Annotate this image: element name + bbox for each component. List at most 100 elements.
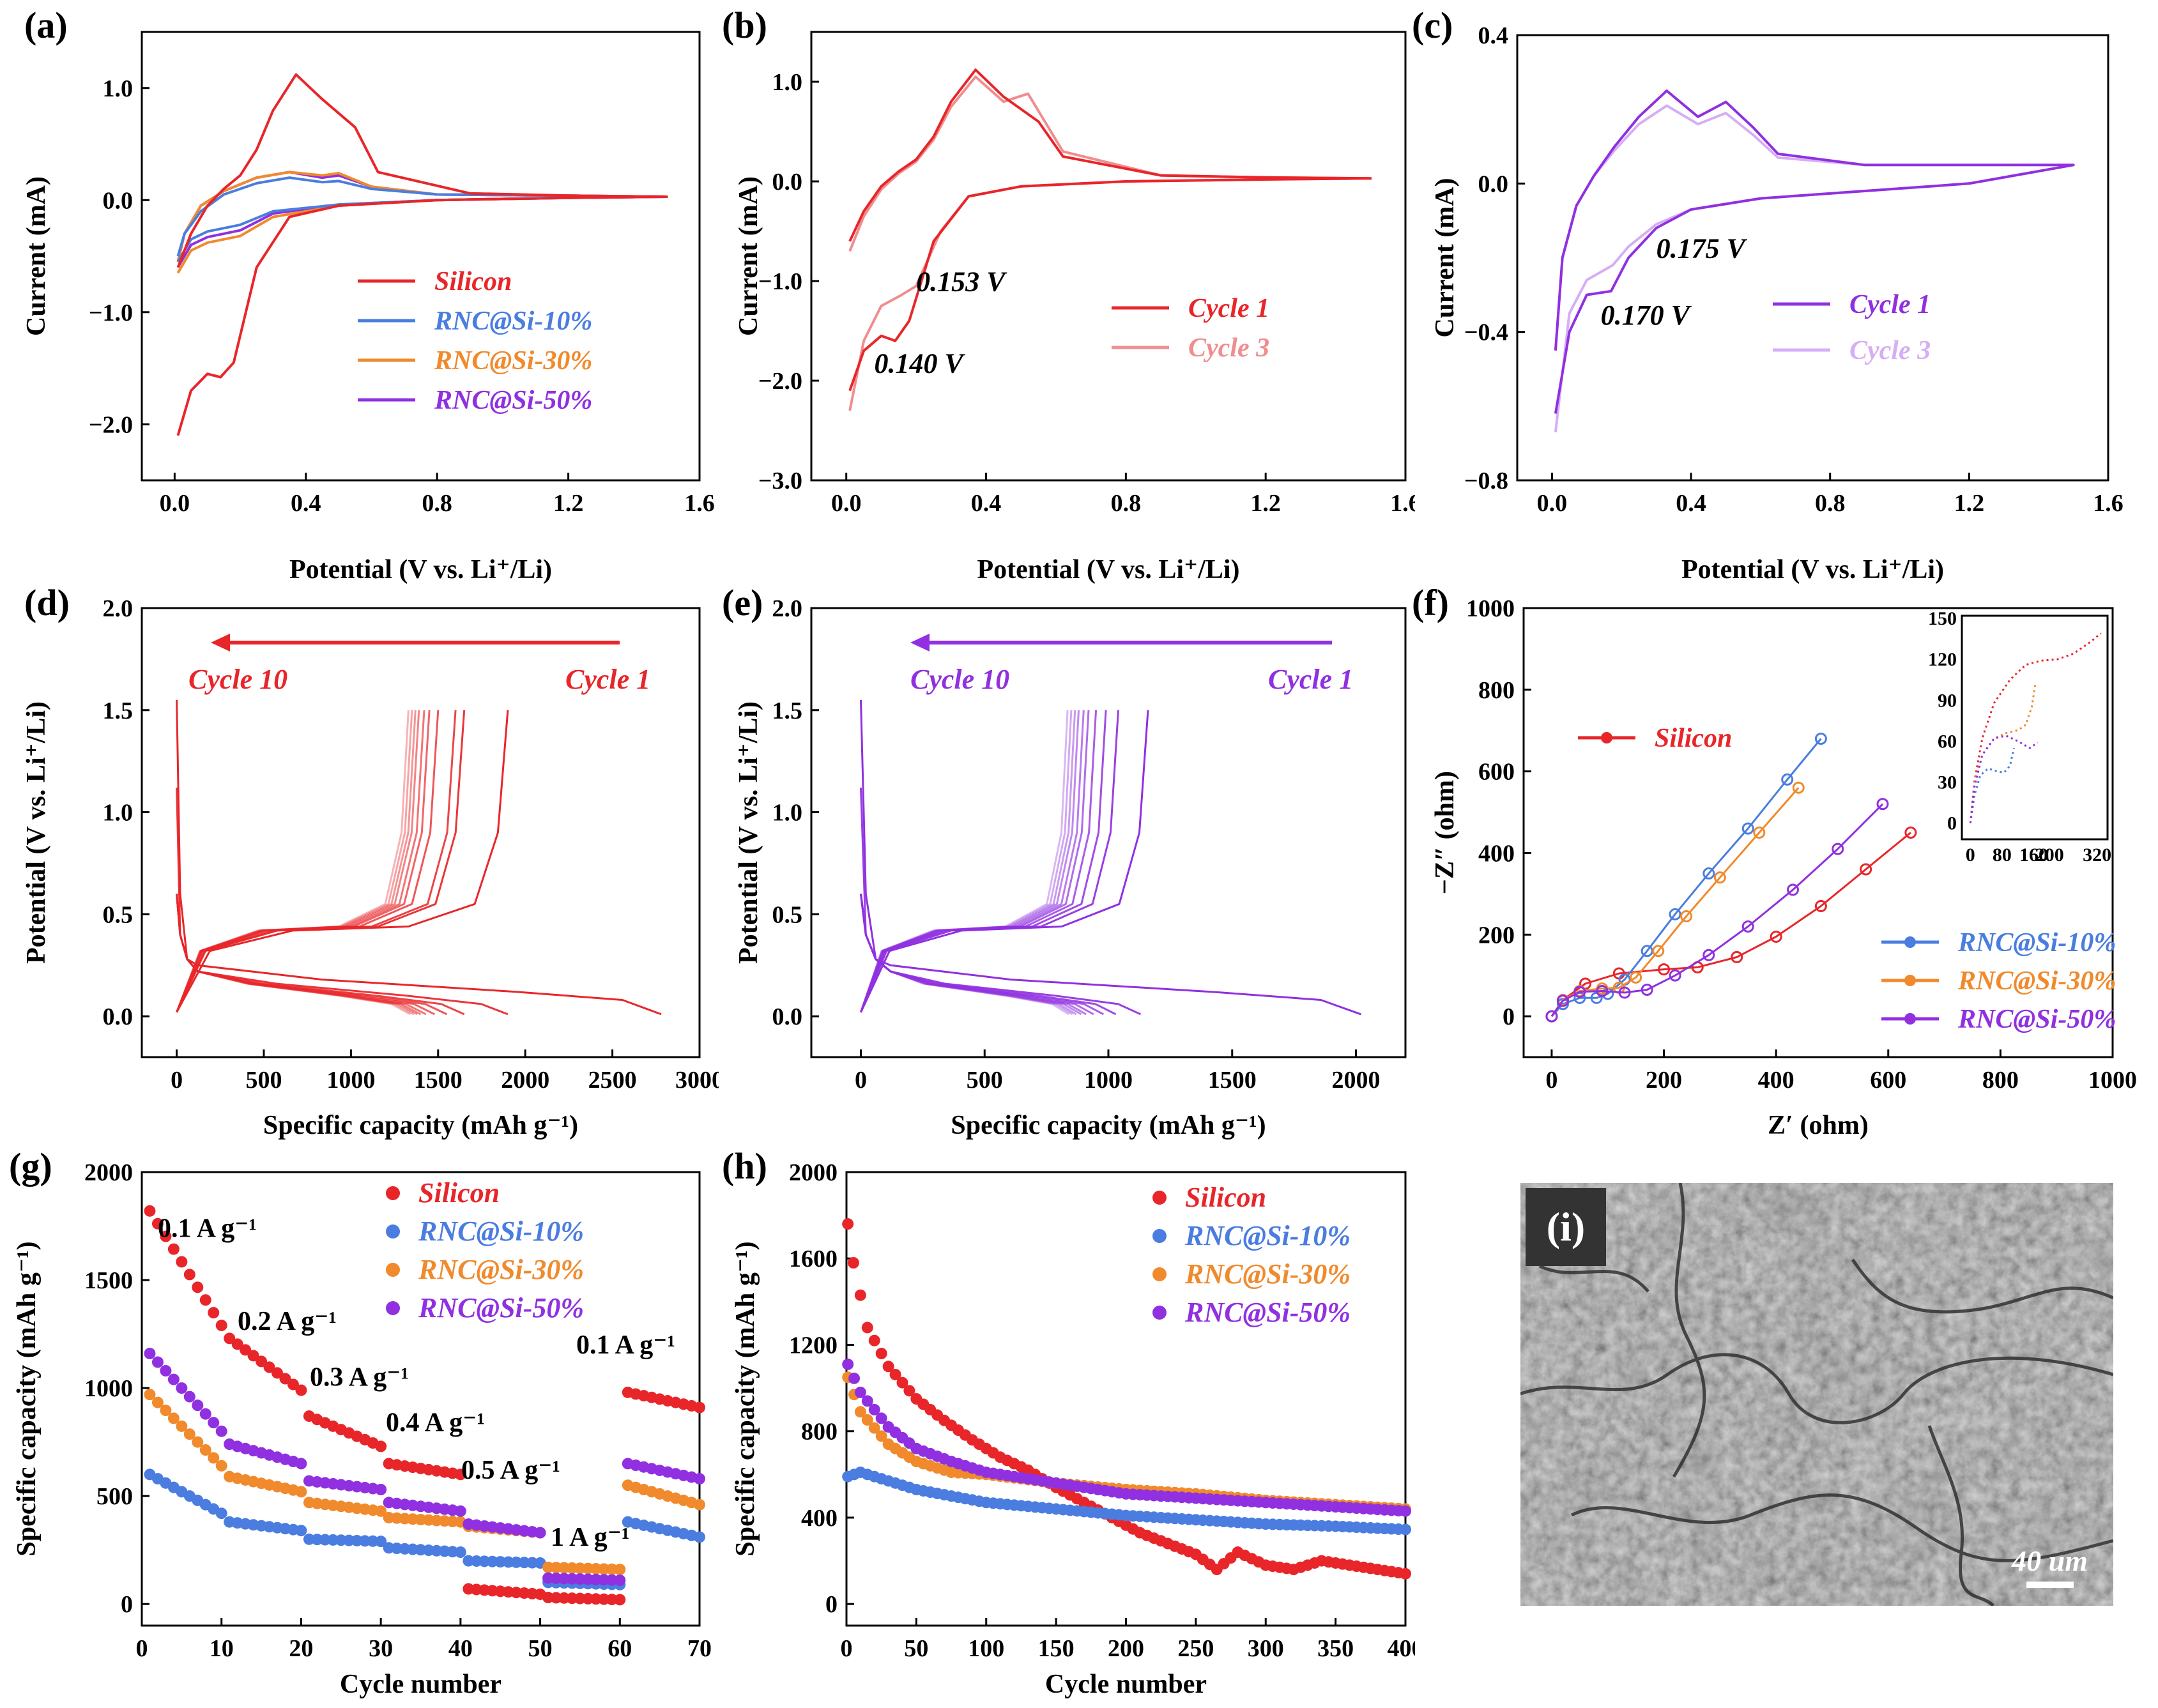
y-tick-label: 600 (1478, 759, 1515, 786)
rate-point-0 (208, 1307, 220, 1319)
y-axis-label: −Z″ (ohm) (1430, 771, 1460, 894)
y-axis-label: Current (mA) (734, 176, 763, 336)
eis-point (1669, 908, 1681, 920)
charge-curve-6 (860, 710, 1080, 1013)
rate-point-3 (215, 1425, 227, 1437)
legend-h-0-label: Silicon (1185, 1182, 1266, 1213)
plot-frame (810, 31, 1407, 482)
cycle-arrow-head (910, 634, 930, 652)
cycle-point-2 (854, 1406, 866, 1418)
x-tick-label: 2000 (501, 1067, 549, 1094)
cycle-point-3 (854, 1386, 866, 1398)
y-tick-label: 200 (1478, 922, 1515, 949)
plot-frame (1522, 607, 2114, 1058)
x-axis-label: Cycle number (1045, 1670, 1207, 1699)
x-tick-label: 0.0 (160, 490, 190, 517)
sem-texture (1520, 1183, 2113, 1606)
rate-point-2 (199, 1444, 211, 1456)
rate-point-0 (224, 1332, 236, 1345)
rate-point-0 (176, 1256, 188, 1268)
annotation-peak-cycle1: 0.140 V (874, 348, 965, 379)
charge-curve-0 (860, 710, 1149, 1013)
y-tick-label: 0.0 (1478, 171, 1509, 197)
x-tick-label: 1.6 (684, 490, 715, 517)
rate-point-2 (614, 1564, 626, 1576)
legend-a-0-label: Silicon (434, 267, 512, 296)
rate-label-3: 0.4 A g⁻¹ (386, 1408, 485, 1438)
x-tick-label: 30 (369, 1635, 393, 1662)
rate-point-2 (144, 1389, 156, 1401)
legend-g-2-marker (386, 1263, 400, 1277)
y-tick-label: −0.8 (1464, 468, 1508, 494)
arrow-label-cycle10: Cycle 10 (188, 664, 287, 695)
rate-point-2 (375, 1505, 387, 1517)
eis-point (1680, 910, 1693, 923)
rate-point-3 (183, 1391, 195, 1403)
eis-curve-1 (1550, 738, 1822, 1018)
x-tick-label: 0.4 (971, 490, 1002, 517)
eis-point (1792, 781, 1805, 794)
charge-curve-0 (176, 710, 509, 1013)
rate-point-1 (295, 1525, 307, 1537)
cycle-point-0 (842, 1218, 854, 1230)
rate-label-4: 0.5 A g⁻¹ (461, 1456, 560, 1485)
cv-curve-0 (848, 68, 1372, 392)
eis-point (1556, 995, 1569, 1007)
y-tick-label: 1.0 (772, 800, 803, 827)
x-tick-label: 1000 (2088, 1067, 2137, 1094)
legend-h-1-label: RNC@Si-10% (1184, 1220, 1351, 1251)
y-tick-label: 1.5 (772, 698, 803, 724)
rate-point-0 (151, 1217, 164, 1230)
y-tick-label: 1.0 (103, 800, 134, 827)
plot-frame (1516, 34, 2109, 482)
rate-label-0: 0.1 A g⁻¹ (158, 1214, 257, 1243)
rate-point-2 (208, 1452, 220, 1464)
rate-point-0 (256, 1355, 268, 1368)
rate-point-2 (295, 1486, 307, 1498)
cycle-point-0 (854, 1289, 866, 1301)
rate-point-0 (192, 1281, 204, 1293)
cycle-point-3 (875, 1412, 887, 1424)
cycle-point-0 (882, 1361, 894, 1373)
rate-point-3 (454, 1505, 466, 1517)
eis-point (1832, 843, 1844, 855)
inset-curve-3 (1969, 735, 2039, 823)
rate-point-3 (295, 1458, 307, 1470)
plot-frame (141, 1171, 701, 1627)
x-tick-label: 40 (448, 1635, 473, 1662)
x-tick-label: 50 (528, 1635, 553, 1662)
panel-label-h: (h) (722, 1145, 767, 1187)
x-tick-label: 0 (855, 1067, 867, 1094)
cycle-point-0 (875, 1348, 887, 1359)
sem-image: (i) 40 um (1520, 1183, 2113, 1606)
legend-b-1-label: Cycle 3 (1188, 333, 1269, 363)
x-tick-label: 0.4 (1676, 490, 1706, 517)
y-axis-label: Potential (V vs. Li⁺/Li) (734, 701, 763, 964)
legend-h-0-marker (1152, 1191, 1167, 1205)
rate-point-3 (144, 1348, 156, 1359)
arrow-label-cycle1: Cycle 1 (565, 664, 650, 695)
rate-point-0 (694, 1401, 705, 1414)
x-tick-label: 0 (841, 1635, 853, 1662)
rate-point-1 (215, 1507, 227, 1520)
legend-g-1-label: RNC@Si-10% (418, 1216, 584, 1247)
rate-point-1 (454, 1546, 466, 1559)
x-axis-label: Z′ (ohm) (1768, 1111, 1869, 1140)
legend-f-0-marker (1601, 732, 1612, 743)
x-tick-label: 0.8 (1815, 490, 1846, 517)
inset-y-tick-label: 150 (1928, 608, 1957, 629)
rate-point-0 (287, 1378, 299, 1391)
inset-curve-1 (1969, 747, 2015, 823)
x-tick-label: 250 (1177, 1635, 1214, 1662)
inset-x-tick-label: 0 (1966, 844, 1975, 865)
eis-point (1786, 883, 1799, 896)
scale-bar: 40 um (2012, 1544, 2088, 1588)
rate-point-2 (176, 1420, 188, 1432)
legend-a-2-label: RNC@Si-30% (434, 346, 592, 376)
y-tick-label: 0 (121, 1591, 133, 1618)
x-tick-label: 1.2 (553, 490, 584, 517)
eis-point (1781, 773, 1794, 786)
inset-x-tick-label: 200 (2035, 844, 2064, 865)
arrow-label-cycle10: Cycle 10 (910, 664, 1009, 695)
chart-e-gcd-rnc50: 0 500 1000 1500 2000 0.0 0.5 1.0 1.5 2.0 Specific … (734, 595, 1407, 1140)
